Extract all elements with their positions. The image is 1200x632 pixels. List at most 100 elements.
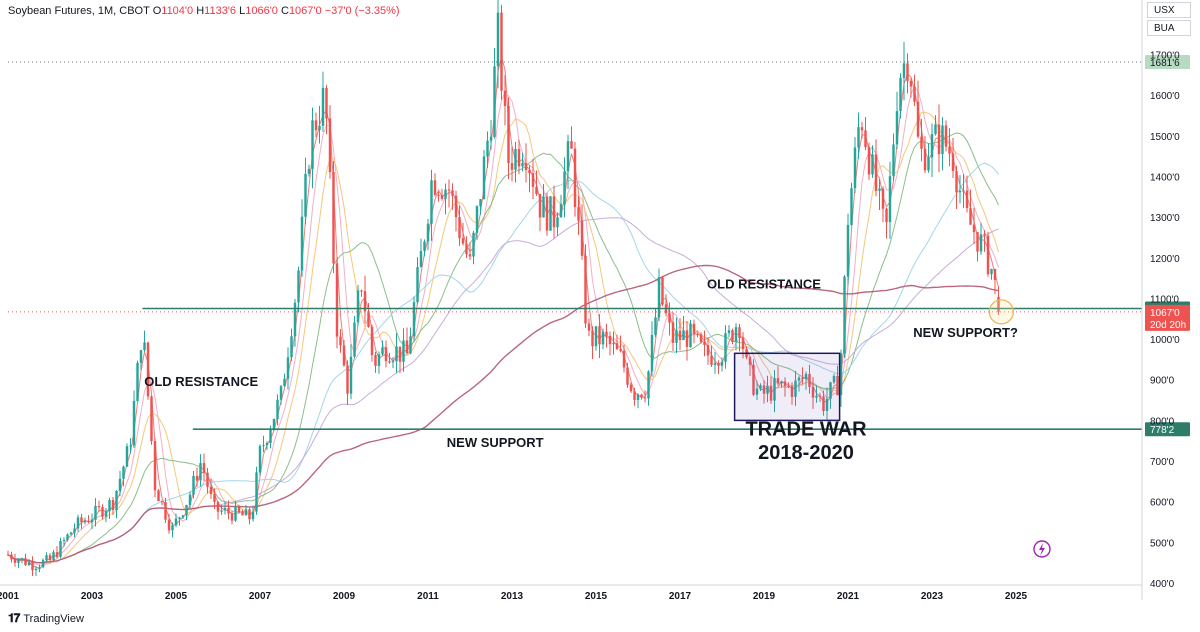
candle-body (724, 333, 727, 362)
price-level-label: 1067'0 (1150, 308, 1180, 319)
candle-body (948, 146, 951, 154)
candle-body (755, 388, 759, 395)
candle-body (808, 373, 811, 387)
unit-bua-button[interactable]: BUA (1147, 20, 1191, 36)
candle-body (304, 173, 307, 217)
price-level-tag (1145, 304, 1190, 331)
candle-body (279, 386, 283, 400)
candle-body (633, 391, 636, 400)
tradingview-logo-icon: 𝟏𝟕 (8, 611, 20, 625)
moving-average-line (7, 132, 999, 564)
price-level-label: 1681'6 (1150, 58, 1180, 69)
candle-body (283, 378, 286, 387)
candle-body (381, 347, 384, 355)
candle-body (510, 163, 514, 170)
candle-body (97, 505, 101, 508)
candle-body (794, 380, 797, 397)
candle-body (384, 347, 388, 362)
candle-body (615, 343, 619, 350)
candle-body (213, 494, 216, 502)
candle-body (874, 154, 878, 191)
candle-body (73, 528, 76, 533)
candle-body (836, 375, 839, 396)
candle-body (797, 377, 801, 381)
candle-body (111, 500, 115, 511)
x-tick-label: 2025 (1005, 591, 1028, 602)
candle-body (440, 195, 444, 199)
candle-body (41, 560, 45, 568)
x-tick-label: 2001 (0, 591, 20, 602)
candle-body (598, 326, 601, 345)
candle-body (608, 335, 612, 345)
candle-body (6, 554, 10, 556)
candle-body (997, 296, 1000, 312)
candle-body (696, 333, 699, 335)
candle-body (699, 334, 703, 342)
candle-body (626, 367, 629, 385)
candle-body (458, 217, 461, 239)
candle-body (867, 147, 871, 175)
x-tick-label: 2013 (501, 591, 524, 602)
last-price-circle (988, 299, 1014, 325)
candle-body (556, 217, 559, 228)
candle-body (370, 326, 374, 356)
candle-body (871, 154, 874, 175)
candle-body (269, 430, 272, 443)
candle-body (951, 153, 955, 172)
candle-body (514, 149, 517, 170)
x-tick-label: 2023 (921, 591, 944, 602)
candle-body (76, 517, 80, 529)
unit-usx-button[interactable]: USX (1147, 2, 1191, 18)
candle-body (87, 520, 90, 523)
y-tick-label: 500'0 (1150, 538, 1175, 549)
high-value: 1133'6 (204, 5, 237, 17)
candle-body (104, 511, 108, 517)
candle-body (237, 506, 241, 513)
candle-body (66, 534, 69, 540)
candle-body (353, 322, 356, 357)
candle-body (206, 472, 209, 487)
candle-body (227, 507, 230, 514)
candle-body (34, 568, 38, 571)
candle-body (930, 134, 934, 158)
candle-body (297, 270, 300, 303)
candlesticks (6, 0, 1000, 577)
candle-body (167, 519, 171, 531)
candle-body (787, 385, 790, 387)
annotation-label: OLD RESISTANCE (707, 276, 821, 291)
candle-body (594, 326, 598, 347)
candle-body (248, 509, 251, 520)
candle-body (325, 87, 328, 119)
candle-body (706, 345, 710, 356)
x-tick-label: 2015 (585, 591, 608, 602)
candle-body (990, 268, 993, 275)
candle-body (321, 87, 325, 126)
close-value: 1067'0 (288, 5, 322, 17)
candle-body (101, 507, 104, 517)
moving-average-line (7, 111, 999, 564)
candle-body (164, 501, 167, 520)
candle-body (374, 355, 377, 366)
candle-body (265, 442, 269, 446)
candle-body (573, 148, 577, 208)
candle-body (503, 90, 507, 107)
y-tick-label: 900'0 (1150, 376, 1175, 387)
candle-body (902, 63, 906, 78)
candle-body (790, 386, 794, 397)
y-tick-label: 1700'0 (1150, 51, 1180, 62)
candle-body (818, 395, 822, 397)
candle-body (822, 396, 825, 411)
candle-body (776, 378, 780, 384)
candle-body (507, 106, 510, 164)
candle-body (251, 511, 255, 520)
candle-body (986, 235, 990, 275)
candle-body (356, 290, 360, 323)
open-label: O (152, 5, 162, 17)
candle-body (955, 171, 958, 193)
candle-body (62, 539, 66, 541)
candle-body (178, 517, 181, 519)
candle-body (979, 234, 983, 252)
candle-body (405, 340, 409, 354)
